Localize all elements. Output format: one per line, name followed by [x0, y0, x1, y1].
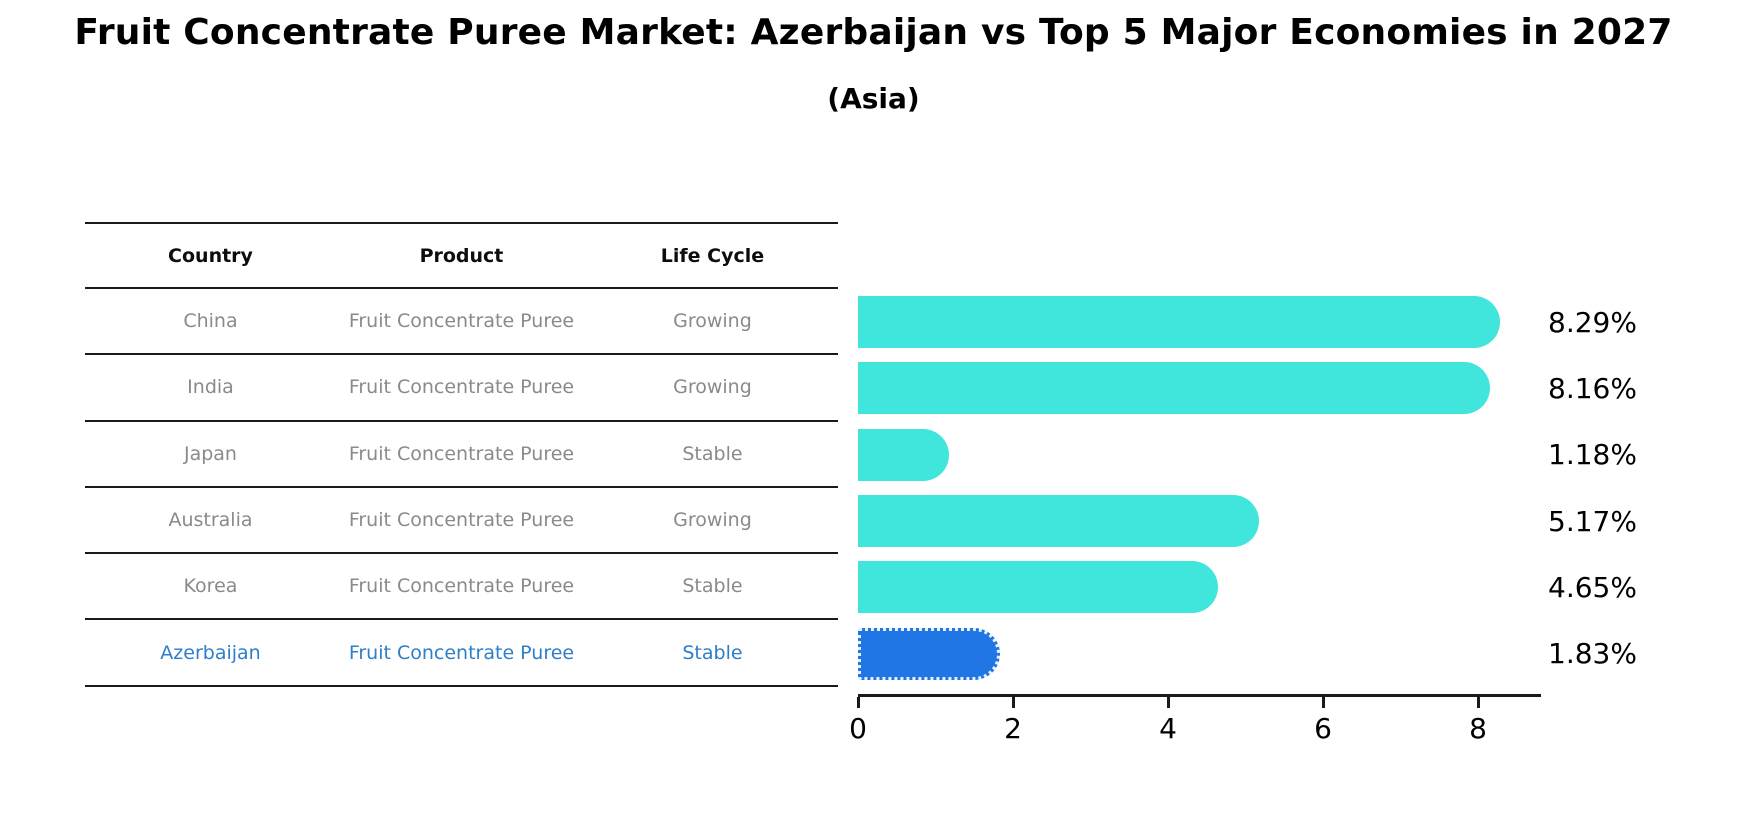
- page-subtitle: (Asia): [827, 82, 920, 115]
- cell-product: Fruit Concentrate Puree: [348, 641, 575, 664]
- cell-product: Fruit Concentrate Puree: [348, 442, 575, 465]
- x-axis-tick-label: 4: [1159, 712, 1177, 745]
- cell-life-cycle: Growing: [673, 310, 752, 333]
- cell-product: Fruit Concentrate Puree: [348, 310, 575, 333]
- header-cell-product: Product: [419, 244, 504, 267]
- cell-country: Australia: [168, 509, 253, 532]
- x-axis-tick-label: 8: [1469, 712, 1487, 745]
- x-axis-line: [858, 694, 1541, 697]
- comparison-table: Country Product Life Cycle China Fruit C…: [85, 222, 838, 687]
- table-row: China Fruit Concentrate Puree Growing: [85, 289, 838, 356]
- table-row-highlight: Azerbaijan Fruit Concentrate Puree Stabl…: [85, 620, 838, 687]
- table-row: India Fruit Concentrate Puree Growing: [85, 355, 838, 422]
- cell-country: Azerbaijan: [160, 641, 261, 664]
- cell-product: Fruit Concentrate Puree: [348, 575, 575, 598]
- cell-life-cycle: Stable: [682, 575, 743, 598]
- x-axis-tick-label: 0: [849, 712, 867, 745]
- bar-korea: [858, 561, 1219, 614]
- table-row: Japan Fruit Concentrate Puree Stable: [85, 422, 838, 488]
- bar-japan: [858, 428, 950, 481]
- x-axis-tick: [1167, 697, 1170, 708]
- bar-china: [858, 296, 1501, 349]
- bar-australia: [858, 495, 1259, 548]
- x-axis-tick: [857, 697, 860, 708]
- x-axis-tick-label: 2: [1004, 712, 1022, 745]
- cell-country: India: [187, 376, 234, 399]
- cell-life-cycle: Growing: [673, 376, 752, 399]
- bar-azerbaijan: [858, 627, 1000, 680]
- header-cell-country: Country: [168, 244, 253, 267]
- bar-row: [858, 289, 1540, 355]
- table-row: Australia Fruit Concentrate Puree Growin…: [85, 488, 838, 555]
- x-axis-tick: [1322, 697, 1325, 708]
- cell-country: Japan: [183, 442, 237, 465]
- bar-row: [858, 355, 1540, 421]
- cell-country: China: [183, 310, 238, 333]
- bar-india: [858, 362, 1491, 415]
- x-axis-tick: [1012, 697, 1015, 708]
- cell-life-cycle: Stable: [682, 641, 743, 664]
- x-axis-tick-label: 6: [1314, 712, 1332, 745]
- bar-chart: [858, 289, 1540, 687]
- bar-row: [858, 488, 1540, 554]
- table-header-row: Country Product Life Cycle: [85, 224, 838, 289]
- bar-value-label: 8.29%: [1548, 305, 1637, 339]
- x-axis-tick: [1477, 697, 1480, 708]
- cell-product: Fruit Concentrate Puree: [348, 376, 575, 399]
- bar-row: [858, 620, 1540, 686]
- header-cell-life-cycle: Life Cycle: [660, 244, 765, 267]
- bar-value-labels: 8.29% 8.16% 1.18% 5.17% 4.65% 1.83%: [1548, 289, 1708, 687]
- bar-value-label: 1.83%: [1548, 637, 1637, 671]
- cell-life-cycle: Growing: [673, 509, 752, 532]
- bar-value-label: 1.18%: [1548, 438, 1637, 472]
- table-row: Korea Fruit Concentrate Puree Stable: [85, 554, 838, 621]
- bar-value-label: 5.17%: [1548, 504, 1637, 538]
- cell-product: Fruit Concentrate Puree: [348, 509, 575, 532]
- bar-value-label: 8.16%: [1548, 371, 1637, 405]
- bar-value-label: 4.65%: [1548, 570, 1637, 604]
- page-title: Fruit Concentrate Puree Market: Azerbaij…: [74, 12, 1673, 53]
- bar-row: [858, 554, 1540, 620]
- cell-country: Korea: [183, 575, 238, 598]
- cell-life-cycle: Stable: [682, 442, 743, 465]
- bar-row: [858, 422, 1540, 488]
